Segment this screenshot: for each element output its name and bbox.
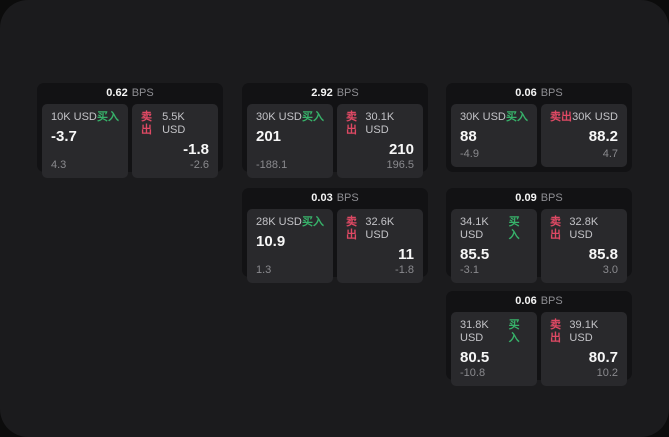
quote-card: 0.06 BPS 31.8K USD 买入 80.5 -10.8 卖出 39.1…: [446, 291, 632, 386]
buy-panel[interactable]: 30K USD 买入 88 -4.9: [451, 104, 537, 167]
sell-amount: 30.1K USD: [365, 111, 395, 136]
card-bps-header: 0.03 BPS: [247, 188, 423, 209]
bps-value: 0.03: [311, 192, 333, 204]
buy-delta: -188.1: [256, 159, 288, 171]
sell-side-label: 卖出: [346, 216, 357, 241]
quote-panels: 10K USD 买入 -3.7 4.3 卖出 5.5K USD -1.8 -2.…: [42, 104, 218, 178]
sell-price: 88.2: [588, 128, 618, 145]
buy-amount: 28K USD: [256, 216, 302, 228]
buy-delta: 1.3: [256, 264, 272, 276]
quote-card: 0.03 BPS 28K USD 买入 10.9 1.3 卖出 32.6K US…: [242, 188, 428, 283]
buy-panel[interactable]: 28K USD 买入 10.9 1.3: [247, 209, 333, 283]
quote-card: 0.62 BPS 10K USD 买入 -3.7 4.3 卖出 5.5K USD…: [37, 83, 223, 178]
sell-amount: 32.6K USD: [365, 216, 395, 241]
buy-price: -3.7: [51, 128, 77, 145]
card-bps-header: 0.06 BPS: [451, 83, 627, 104]
sell-delta: 196.5: [386, 159, 414, 171]
bps-value: 2.92: [311, 87, 333, 99]
buy-panel[interactable]: 34.1K USD 买入 85.5 -3.1: [451, 209, 537, 283]
quote-card: 2.92 BPS 30K USD 买入 201 -188.1 卖出 30.1K …: [242, 83, 428, 178]
buy-side-label: 买入: [302, 216, 324, 228]
buy-delta: -3.1: [460, 264, 479, 276]
buy-delta: -10.8: [460, 367, 486, 379]
buy-amount: 31.8K USD: [460, 319, 489, 344]
buy-amount: 30K USD: [256, 111, 302, 123]
sell-price: 80.7: [588, 349, 618, 366]
quote-card: 0.09 BPS 34.1K USD 买入 85.5 -3.1 卖出 32.8K…: [446, 188, 632, 283]
quote-panels: 28K USD 买入 10.9 1.3 卖出 32.6K USD 11 -1.8: [247, 209, 423, 283]
quote-panels: 34.1K USD 买入 85.5 -3.1 卖出 32.8K USD 85.8…: [451, 209, 627, 283]
buy-panel[interactable]: 30K USD 买入 201 -188.1: [247, 104, 333, 178]
sell-amount: 32.8K USD: [569, 216, 599, 241]
sell-price: 11: [398, 246, 414, 263]
card-bps-header: 0.06 BPS: [451, 291, 627, 312]
quote-panels: 30K USD 买入 201 -188.1 卖出 30.1K USD 210 1…: [247, 104, 423, 178]
sell-side-label: 卖出: [346, 111, 357, 136]
sell-panel[interactable]: 卖出 30.1K USD 210 196.5: [337, 104, 423, 178]
buy-amount: 34.1K USD: [460, 216, 489, 241]
quote-card: 0.06 BPS 30K USD 买入 88 -4.9 卖出 30K USD 8…: [446, 83, 632, 172]
buy-side-label: 买入: [302, 111, 324, 123]
sell-amount: 39.1K USD: [569, 319, 599, 344]
sell-delta: -1.8: [395, 264, 414, 276]
bps-unit-label: BPS: [336, 192, 359, 204]
sell-delta: 4.7: [602, 148, 618, 160]
sell-panel[interactable]: 卖出 30K USD 88.2 4.7: [541, 104, 627, 167]
sell-side-label: 卖出: [141, 111, 152, 136]
bps-value: 0.09: [515, 192, 537, 204]
bps-unit-label: BPS: [540, 87, 563, 99]
buy-side-label: 买入: [97, 111, 119, 123]
sell-price: 210: [388, 141, 414, 158]
buy-price: 201: [256, 128, 282, 145]
sell-panel[interactable]: 卖出 5.5K USD -1.8 -2.6: [132, 104, 218, 178]
buy-price: 88: [460, 128, 477, 145]
card-bps-header: 0.62 BPS: [42, 83, 218, 104]
card-bps-header: 0.09 BPS: [451, 188, 627, 209]
buy-panel[interactable]: 31.8K USD 买入 80.5 -10.8: [451, 312, 537, 386]
sell-amount: 5.5K USD: [162, 111, 186, 136]
buy-side-label: 买入: [508, 319, 520, 344]
bps-value: 0.06: [515, 87, 537, 99]
buy-price: 85.5: [460, 246, 490, 263]
sell-side-label: 卖出: [550, 319, 561, 344]
bps-unit-label: BPS: [540, 295, 563, 307]
buy-delta: 4.3: [51, 159, 67, 171]
bps-value: 0.06: [515, 295, 537, 307]
bps-value: 0.62: [106, 87, 128, 99]
quote-panels: 31.8K USD 买入 80.5 -10.8 卖出 39.1K USD 80.…: [451, 312, 627, 386]
sell-price: 85.8: [588, 246, 618, 263]
sell-delta: 10.2: [596, 367, 618, 379]
bps-unit-label: BPS: [540, 192, 563, 204]
card-bps-header: 2.92 BPS: [247, 83, 423, 104]
sell-delta: 3.0: [602, 264, 618, 276]
bps-unit-label: BPS: [131, 87, 154, 99]
buy-amount: 30K USD: [460, 111, 506, 123]
buy-panel[interactable]: 10K USD 买入 -3.7 4.3: [42, 104, 128, 178]
sell-panel[interactable]: 卖出 32.6K USD 11 -1.8: [337, 209, 423, 283]
buy-amount: 10K USD: [51, 111, 97, 123]
buy-price: 10.9: [256, 233, 286, 250]
quote-panels: 30K USD 买入 88 -4.9 卖出 30K USD 88.2 4.7: [451, 104, 627, 167]
sell-side-label: 卖出: [550, 216, 561, 241]
buy-side-label: 买入: [508, 216, 520, 241]
buy-delta: -4.9: [460, 148, 479, 160]
sell-delta: -2.6: [190, 159, 209, 171]
sell-panel[interactable]: 卖出 32.8K USD 85.8 3.0: [541, 209, 627, 283]
sell-panel[interactable]: 卖出 39.1K USD 80.7 10.2: [541, 312, 627, 386]
buy-side-label: 买入: [506, 111, 528, 123]
sell-side-label: 卖出: [550, 111, 572, 123]
buy-price: 80.5: [460, 349, 490, 366]
bps-unit-label: BPS: [336, 87, 359, 99]
sell-amount: 30K USD: [572, 111, 618, 123]
sell-price: -1.8: [183, 141, 209, 158]
